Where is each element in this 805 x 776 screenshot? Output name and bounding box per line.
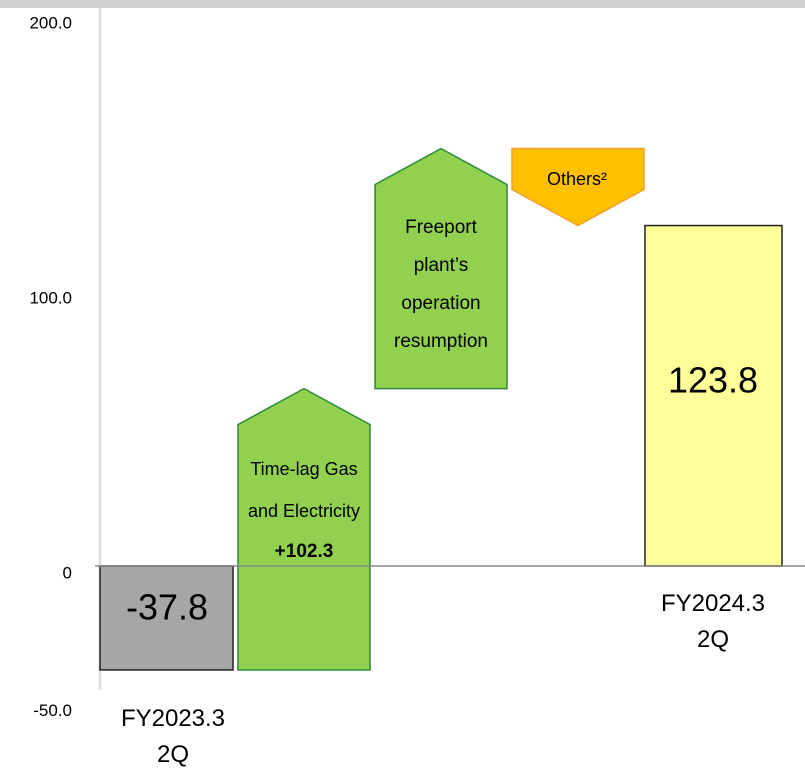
category-label: Others²	[547, 169, 607, 189]
top-border	[0, 0, 805, 8]
category-label: Freeport plant’s operation resumption	[394, 217, 488, 352]
waterfall-arrow	[374, 147, 508, 390]
waterfall-arrow	[511, 147, 645, 227]
waterfall-bar	[99, 565, 234, 671]
y-tick-label: 0	[63, 563, 72, 582]
waterfall-arrow	[237, 387, 371, 671]
value-label: 123.8	[668, 360, 758, 401]
y-tick-label: -50.0	[33, 701, 72, 720]
y-tick-label: 200.0	[29, 13, 72, 32]
y-tick-label: 100.0	[29, 288, 72, 307]
category-label: Time-lag Gas and Electricity	[248, 459, 360, 521]
value-label: +102.3	[275, 541, 334, 562]
category-label: FY2024.3 2Q	[661, 590, 765, 653]
category-label: FY2023.3 2Q	[121, 705, 225, 768]
value-label: -37.8	[126, 587, 208, 628]
waterfall-bar	[644, 224, 783, 567]
